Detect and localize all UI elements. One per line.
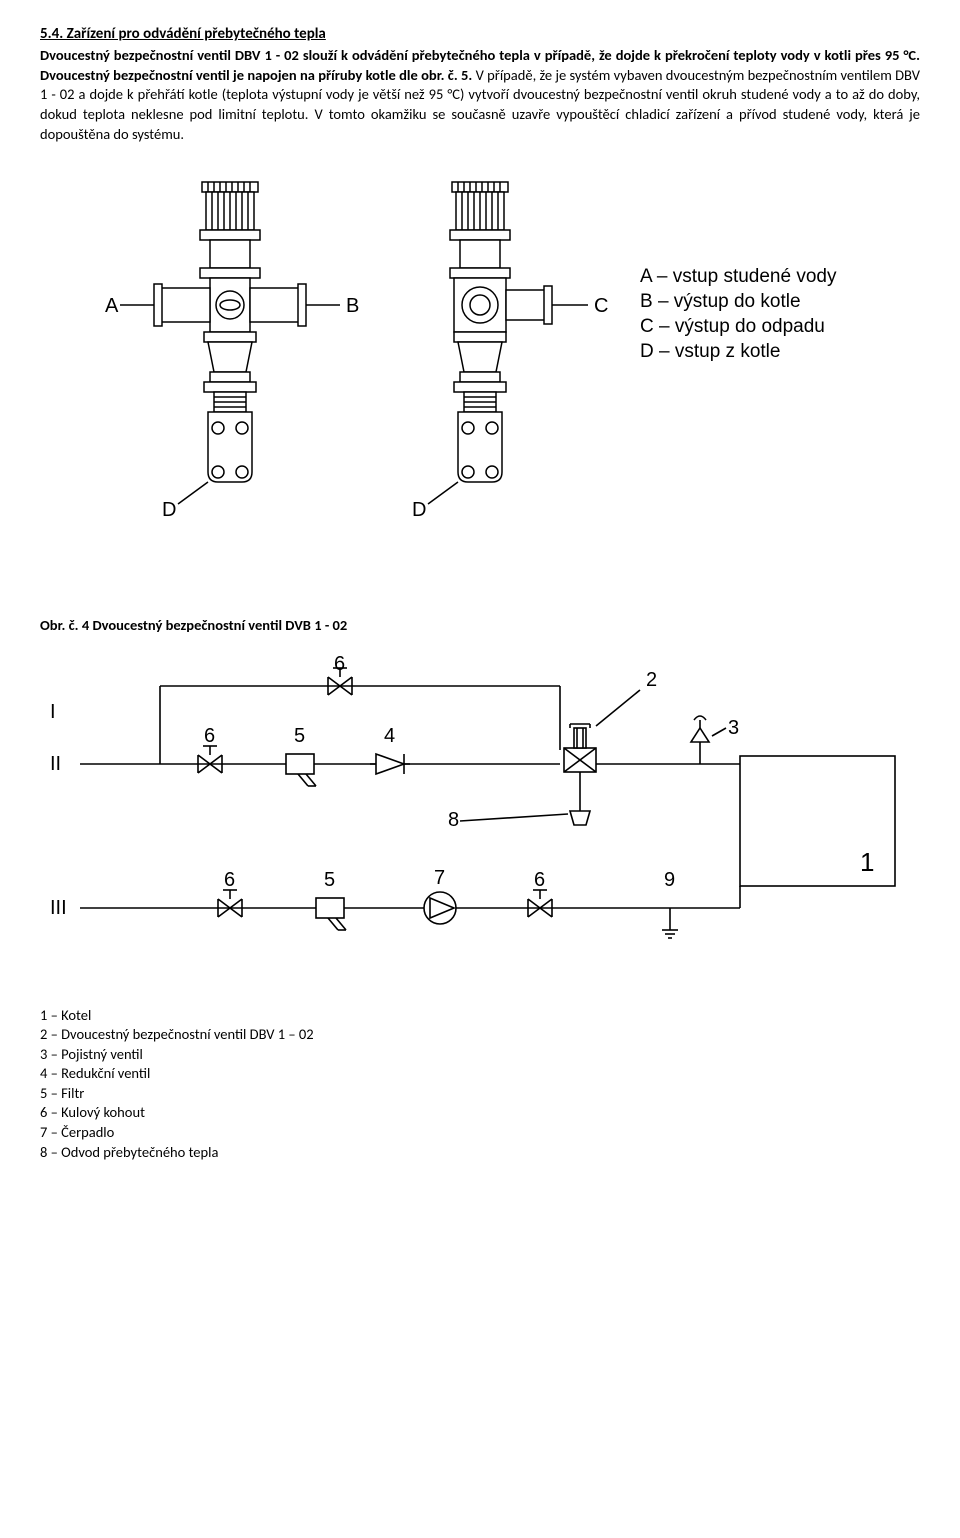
schematic-svg: I 6 II 6 5 4: [40, 646, 920, 986]
num-6d: 6: [534, 869, 545, 891]
legend-item: 2 – Dvoucestný bezpečnostní ventil DBV 1…: [40, 1025, 920, 1045]
legend-item: 7 – Čerpadlo: [40, 1123, 920, 1143]
legend-list: 1 – Kotel 2 – Dvoucestný bezpečnostní ve…: [40, 1006, 920, 1163]
intro-paragraph: Dvoucestný bezpečnostní ventil DBV 1 - 0…: [40, 46, 920, 144]
row-3-label: III: [50, 897, 67, 919]
num-1: 1: [860, 847, 874, 877]
legend-item: 5 – Filtr: [40, 1084, 920, 1104]
row-1-label: I: [50, 701, 56, 723]
legend-item: 8 – Odvod přebytečného tepla: [40, 1143, 920, 1163]
section-heading: 5.4. Zařízení pro odvádění přebytečného …: [40, 24, 920, 44]
num-6b: 6: [204, 725, 215, 747]
num-6c: 6: [224, 869, 235, 891]
num-2: 2: [646, 669, 657, 691]
legend-item: 1 – Kotel: [40, 1006, 920, 1026]
num-5b: 5: [324, 869, 335, 891]
num-3: 3: [728, 717, 739, 739]
row-2-label: II: [50, 753, 61, 775]
valve-figure: A B D: [40, 162, 920, 592]
legend-item: 4 – Redukční ventil: [40, 1064, 920, 1084]
figure-caption: Obr. č. 4 Dvoucestný bezpečnostní ventil…: [40, 616, 920, 636]
num-9: 9: [664, 869, 675, 891]
label-d-left: D: [162, 499, 176, 521]
legend-d: D – vstup z kotle: [640, 341, 780, 362]
valve-svg: A B D: [40, 162, 920, 592]
legend-c: C – výstup do odpadu: [640, 316, 825, 337]
label-b: B: [346, 295, 359, 317]
schematic-figure: I 6 II 6 5 4: [40, 646, 920, 986]
label-c: C: [594, 295, 608, 317]
num-8: 8: [448, 809, 459, 831]
legend-a: A – vstup studené vody: [640, 266, 837, 287]
legend-b: B – výstup do kotle: [640, 291, 801, 312]
num-6a: 6: [334, 653, 345, 675]
label-a: A: [105, 295, 119, 317]
num-5a: 5: [294, 725, 305, 747]
legend-item: 3 – Pojistný ventil: [40, 1045, 920, 1065]
num-7: 7: [434, 867, 445, 889]
legend-item: 6 – Kulový kohout: [40, 1103, 920, 1123]
num-4: 4: [384, 725, 395, 747]
label-d-right: D: [412, 499, 426, 521]
